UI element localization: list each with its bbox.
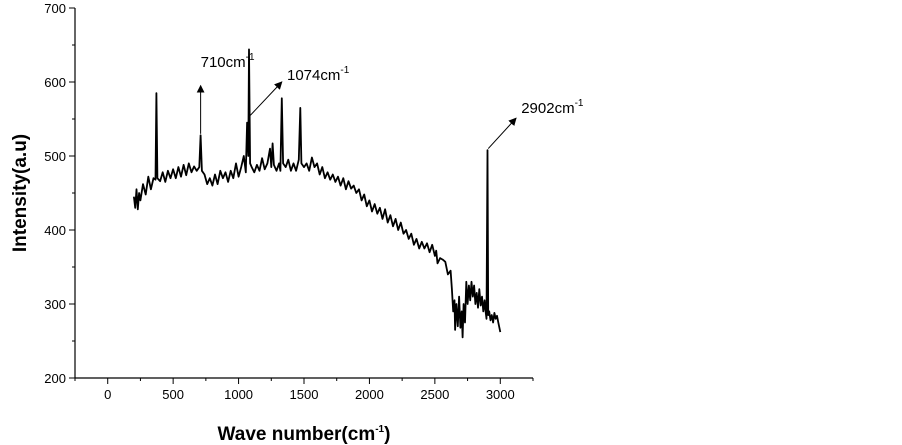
x-tick-label: 1000 [224,387,253,402]
annotation-arrow [487,117,517,149]
y-tick-label: 400 [44,223,66,238]
peak-annotation: 2902cm-1 [521,98,584,117]
y-tick-label: 300 [44,297,66,312]
x-tick-label: 2000 [355,387,384,402]
spectrum-line [133,48,502,339]
x-ticks: 0 500 1000 1500 2000 2500 3000 [74,378,534,402]
y-tick-label: 600 [44,75,66,90]
x-axis-title: Wave number(cm-1) [218,424,391,445]
x-tick-label: 0 [104,387,111,402]
annotation-arrow [249,81,283,116]
y-ticks: 200 300 400 500 600 700 [44,1,75,386]
x-tick-label: 2500 [420,387,449,402]
peak-annotation: 1074cm-1 [287,65,350,84]
y-tick-label: 200 [44,371,66,386]
annotations: 710cm-1 1074cm-1 2902cm-1 [196,52,584,149]
y-axis-title: Intensity(a.u) [10,134,31,252]
peak-annotation: 710cm-1 [201,52,255,71]
y-tick-label: 700 [44,1,66,16]
y-tick-label: 500 [44,149,66,164]
x-tick-label: 3000 [486,387,515,402]
series-layer [133,48,502,339]
x-tick-label: 500 [162,387,184,402]
x-tick-label: 1500 [290,387,319,402]
